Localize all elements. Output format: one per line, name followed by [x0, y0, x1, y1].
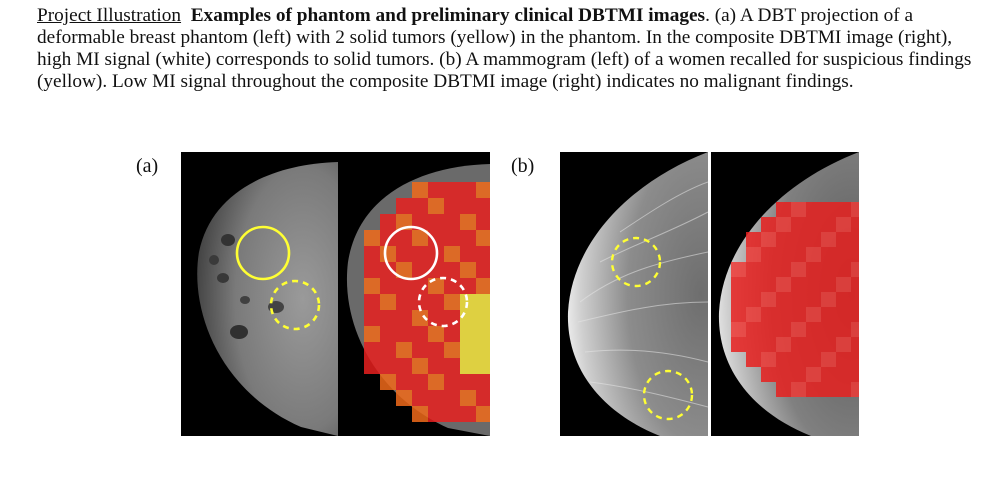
tumor-marker-solid [235, 225, 291, 281]
figure-caption: Project Illustration Examples of phantom… [37, 5, 987, 93]
caption-title: Examples of phantom and preliminary clin… [190, 5, 706, 26]
mi-signal-marker-dashed [417, 276, 469, 328]
phantom-dbt-projection [181, 152, 338, 436]
mammogram-image [560, 152, 708, 436]
clinical-dbtmi-composite [711, 152, 859, 436]
caption-body: . (a) A DBT projection of a deformable b… [37, 5, 972, 92]
panel-b-label: (b) [511, 155, 535, 177]
panel-a-label: (a) [136, 155, 159, 177]
caption-lead: Project Illustration [37, 5, 182, 26]
finding-marker-upper [610, 236, 662, 288]
tumor-marker-dashed [269, 279, 321, 331]
finding-marker-lower [642, 369, 694, 421]
mi-signal-marker-solid [383, 225, 439, 281]
phantom-dbtmi-composite [338, 152, 490, 436]
